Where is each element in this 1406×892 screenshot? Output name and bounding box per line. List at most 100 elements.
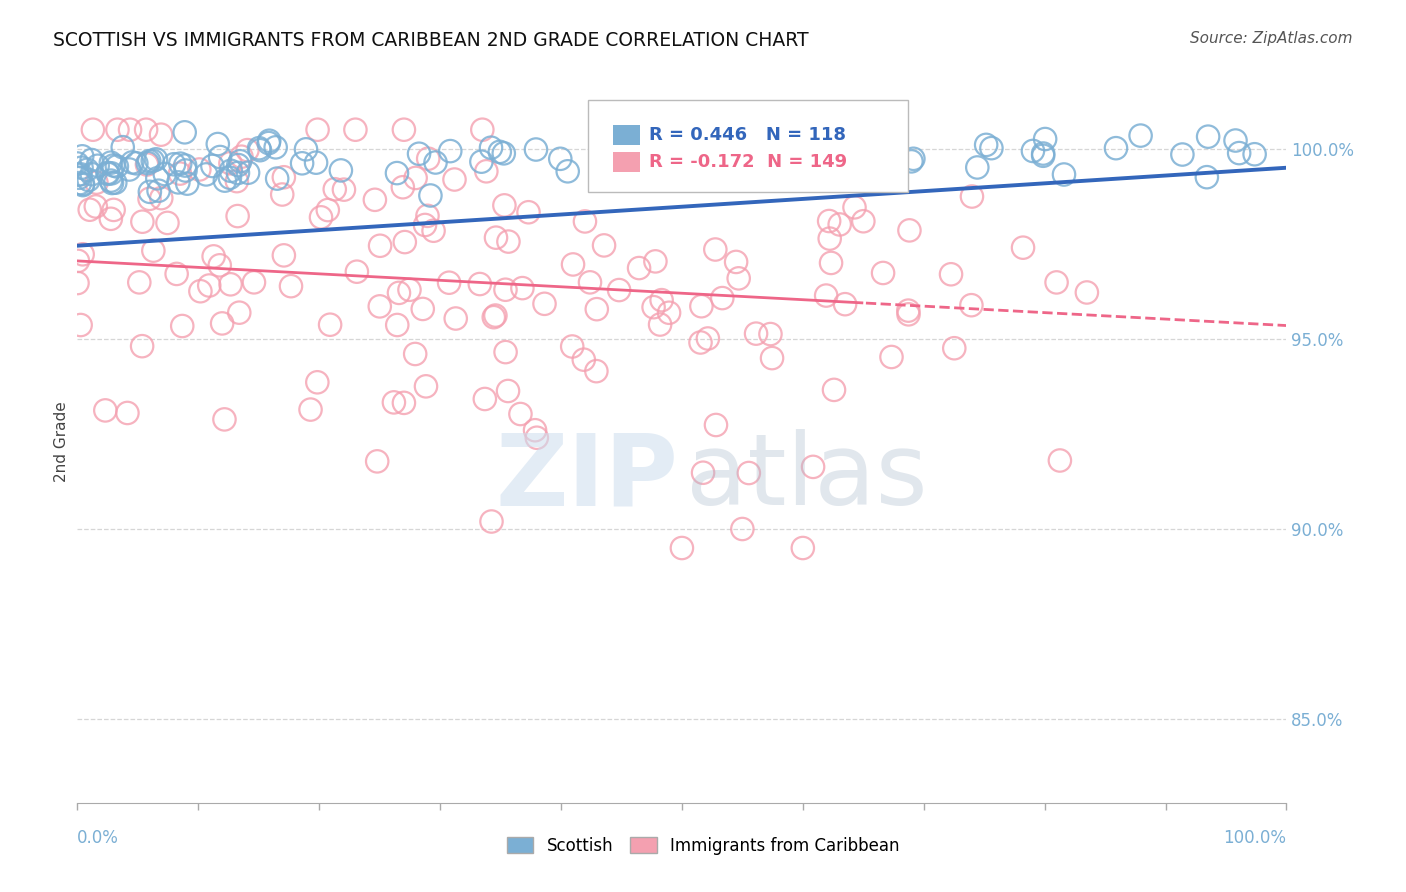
Point — [1076, 285, 1098, 300]
Point — [509, 407, 531, 421]
Text: Source: ZipAtlas.com: Source: ZipAtlas.com — [1189, 31, 1353, 46]
Point — [172, 318, 194, 333]
Point — [485, 230, 508, 244]
Point — [366, 454, 388, 468]
Point — [482, 310, 505, 325]
Point — [226, 166, 249, 180]
Point — [305, 155, 328, 169]
Point — [97, 167, 120, 181]
Point — [405, 170, 427, 185]
Point — [494, 198, 516, 212]
Point — [72, 247, 94, 261]
Point — [136, 157, 159, 171]
Point — [585, 302, 607, 317]
Point — [413, 218, 436, 232]
Point — [79, 202, 101, 217]
Point — [844, 200, 866, 214]
Point — [1033, 132, 1056, 146]
Point — [226, 158, 249, 172]
Point — [792, 541, 814, 555]
Point — [138, 154, 160, 169]
Point — [980, 141, 1002, 155]
Point — [820, 256, 842, 270]
Point — [416, 209, 439, 223]
Point — [815, 288, 838, 302]
Point — [645, 119, 668, 133]
Point — [72, 177, 94, 191]
Point — [273, 248, 295, 262]
Point — [214, 412, 236, 426]
FancyBboxPatch shape — [588, 100, 908, 193]
Point — [692, 466, 714, 480]
Point — [195, 168, 218, 182]
Point — [219, 163, 242, 178]
Point — [309, 211, 332, 225]
Point — [86, 159, 108, 173]
Point — [974, 137, 997, 152]
Point — [69, 167, 91, 181]
Point — [131, 339, 153, 353]
Point — [699, 136, 721, 150]
Point — [174, 159, 197, 173]
Point — [1243, 147, 1265, 161]
Point — [512, 281, 534, 295]
Point — [585, 364, 607, 378]
Point — [271, 187, 294, 202]
Point — [699, 147, 721, 161]
Point — [97, 166, 120, 180]
Point — [231, 150, 253, 164]
Point — [388, 285, 411, 300]
Point — [419, 188, 441, 202]
Point — [498, 235, 520, 249]
Point — [219, 170, 242, 185]
Point — [118, 162, 141, 177]
Point — [153, 167, 176, 181]
Point — [80, 153, 103, 167]
Point — [793, 149, 815, 163]
Point — [166, 267, 188, 281]
Point — [524, 423, 547, 437]
Point — [818, 231, 841, 245]
Point — [103, 202, 125, 217]
Point — [392, 122, 415, 136]
Point — [727, 271, 749, 285]
Point — [333, 183, 356, 197]
Text: ZIP: ZIP — [495, 429, 678, 526]
Point — [295, 142, 318, 156]
Point — [94, 403, 117, 417]
Point — [801, 459, 824, 474]
Point — [103, 158, 125, 172]
Point — [823, 383, 845, 397]
Point — [131, 215, 153, 229]
Point — [643, 300, 665, 314]
Point — [422, 224, 444, 238]
Point — [852, 214, 875, 228]
Point — [1105, 141, 1128, 155]
Point — [1129, 128, 1152, 143]
Point — [648, 318, 671, 332]
Point — [209, 150, 232, 164]
Point — [211, 317, 233, 331]
Point — [738, 466, 761, 480]
Point — [939, 267, 962, 281]
Point — [69, 318, 91, 332]
Point — [136, 156, 159, 170]
Point — [966, 161, 988, 175]
Point — [848, 130, 870, 145]
Point — [696, 331, 718, 345]
Point — [1227, 146, 1250, 161]
Point — [562, 257, 585, 271]
Point — [364, 193, 387, 207]
Point — [661, 152, 683, 166]
Point — [368, 299, 391, 313]
Point — [273, 170, 295, 185]
Point — [316, 202, 339, 217]
Point — [100, 155, 122, 169]
Point — [226, 209, 249, 223]
Point — [84, 199, 107, 213]
Text: R = -0.172  N = 149: R = -0.172 N = 149 — [650, 153, 848, 171]
Point — [1045, 276, 1067, 290]
Point — [173, 125, 195, 139]
Point — [176, 177, 198, 191]
Point — [236, 166, 259, 180]
